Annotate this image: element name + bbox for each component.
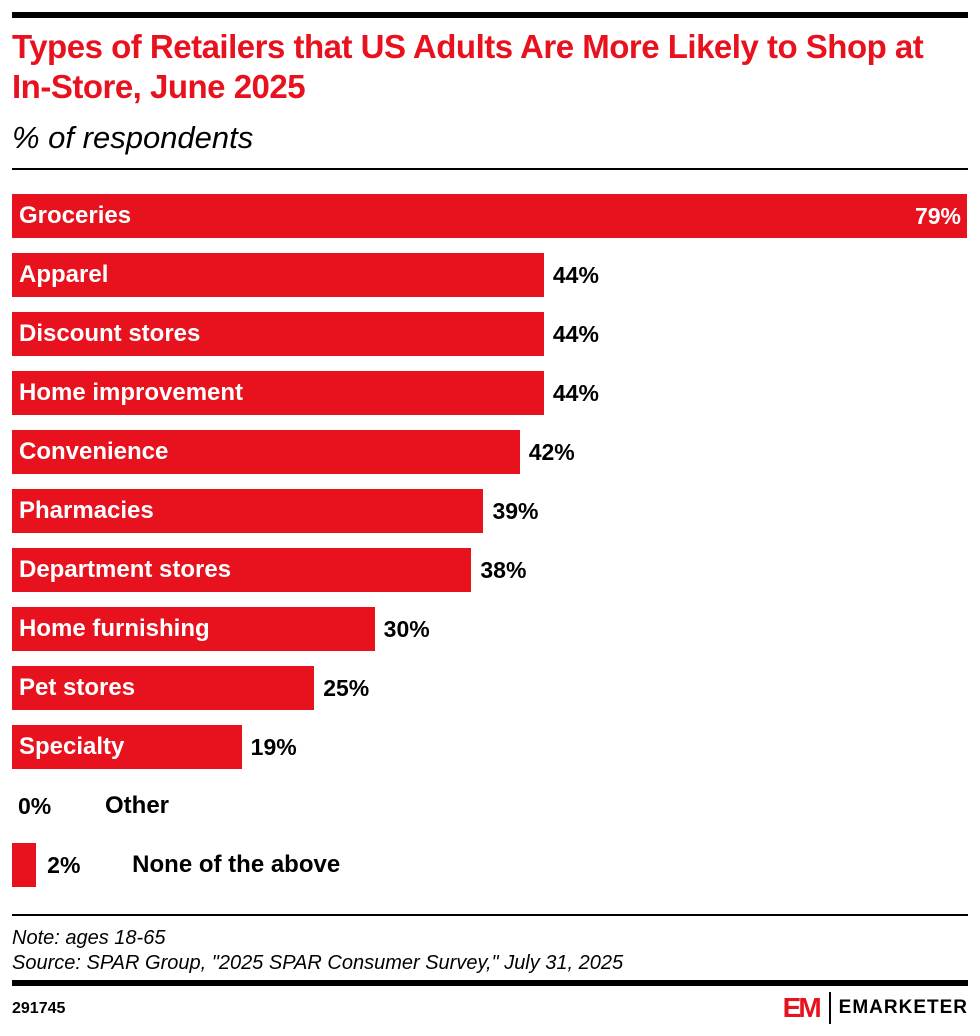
- value-label: 42%: [528, 439, 575, 465]
- bottom-rule: [12, 980, 968, 986]
- bar-pharmacies: [12, 489, 484, 533]
- value-label: 38%: [480, 557, 527, 583]
- bar-discount-stores: [12, 312, 544, 356]
- category-label: Home improvement: [19, 379, 244, 406]
- value-label: 79%: [914, 203, 961, 229]
- bar-groceries: [12, 194, 967, 238]
- category-label: Specialty: [19, 733, 125, 760]
- category-label: Other: [105, 792, 170, 819]
- value-label: 44%: [552, 321, 599, 347]
- category-label: Department stores: [19, 556, 232, 583]
- footer-rule: [12, 914, 968, 916]
- category-label: Apparel: [19, 261, 109, 288]
- category-label: Convenience: [19, 438, 169, 465]
- value-label: 19%: [250, 734, 297, 760]
- logo-wordmark: EMARKETER: [838, 997, 968, 1018]
- value-label: 25%: [323, 675, 370, 701]
- bar-chart: Groceries 79% Apparel 44% Discount stores 44%…: [0, 180, 980, 900]
- logo-divider: [828, 992, 831, 1024]
- bar-specialty: [12, 725, 242, 769]
- top-rule: [12, 12, 968, 18]
- bar-none-of-the-above: [12, 843, 37, 887]
- value-label: 44%: [552, 262, 599, 288]
- chart-title: Types of Retailers that US Adults Are Mo…: [12, 28, 924, 105]
- bar-home-furnishing: [12, 607, 375, 651]
- chart-source: Source: SPAR Group, "2025 SPAR Consumer …: [12, 952, 624, 974]
- category-label: Home furnishing: [19, 615, 210, 642]
- value-label: 39%: [492, 498, 539, 524]
- value-label: 2%: [47, 852, 81, 878]
- bar-home-improvement: [12, 371, 544, 415]
- category-label: Pharmacies: [19, 497, 154, 524]
- category-label: None of the above: [132, 851, 341, 878]
- bar-apparel: [12, 253, 544, 297]
- emarketer-logo: EM EMARKETER: [783, 992, 968, 1024]
- chart-id: 291745: [12, 1000, 66, 1017]
- value-label: 44%: [552, 380, 599, 406]
- value-label: 30%: [383, 616, 430, 642]
- chart-note: Note: ages 18-65: [12, 927, 166, 949]
- header-rule: [12, 168, 968, 170]
- bar-pet-stores: [12, 666, 315, 710]
- category-label: Discount stores: [19, 320, 201, 347]
- bar-convenience: [12, 430, 520, 474]
- value-label: 0%: [18, 793, 52, 819]
- em-logo-icon: EM: [782, 992, 822, 1023]
- category-label: Pet stores: [19, 674, 136, 701]
- chart-subtitle: % of respondents: [12, 120, 254, 155]
- category-label: Groceries: [19, 202, 132, 229]
- bar-department-stores: [12, 548, 472, 592]
